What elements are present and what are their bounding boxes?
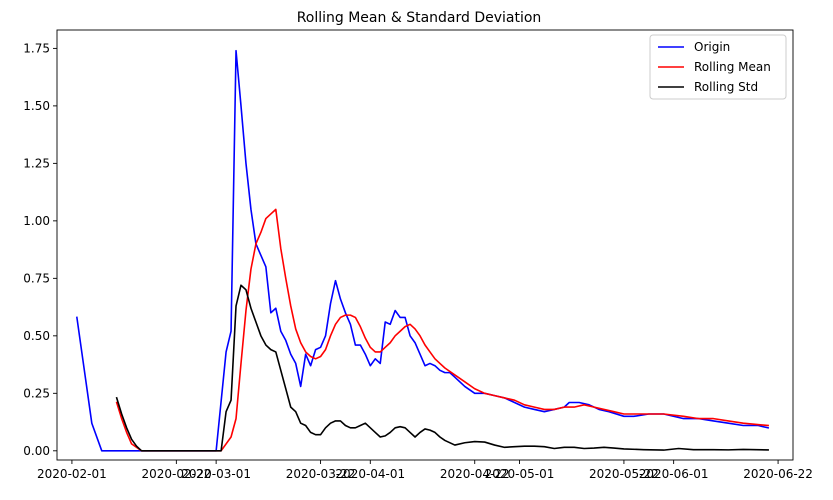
y-tick-label: 1.75	[23, 41, 50, 55]
x-tick-label: 2020-02-01	[37, 467, 107, 481]
x-tick-label: 2020-04-01	[335, 467, 405, 481]
legend-label-origin: Origin	[694, 40, 730, 54]
x-tick-label: 2020-05-22	[589, 467, 659, 481]
x-tick-label: 2020-04-22	[440, 467, 510, 481]
legend-label-rolling-mean: Rolling Mean	[694, 60, 771, 74]
y-tick-label: 1.00	[23, 214, 50, 228]
y-tick-label: 0.75	[23, 271, 50, 285]
y-tick-label: 0.50	[23, 329, 50, 343]
legend-label-rolling-std: Rolling Std	[694, 80, 758, 94]
legend: Origin Rolling Mean Rolling Std	[649, 34, 787, 100]
series-line-rolling-mean	[115, 208, 770, 452]
x-tick-label: 2020-03-01	[181, 467, 251, 481]
series-line-origin	[75, 49, 770, 452]
y-tick-label: 0.25	[23, 386, 50, 400]
chart-title: Rolling Mean & Standard Deviation	[297, 10, 542, 26]
x-tick-label: 2020-06-01	[639, 467, 709, 481]
x-tick-label: 2020-06-22	[743, 467, 813, 481]
plot-frame	[56, 29, 794, 461]
legend-box	[649, 34, 787, 100]
x-tick-label: 2020-02-22	[141, 467, 211, 481]
series-line-rolling-std	[115, 284, 769, 452]
y-tick-label: 1.25	[23, 156, 50, 170]
axes-layer: 0.00 0.25 0.50 0.75 1.00 1.25 1.50 1.75 2020-02-…	[23, 29, 813, 481]
series-layer	[75, 49, 770, 452]
x-tick-label: 2020-05-01	[485, 467, 555, 481]
y-tick-label: 1.50	[23, 99, 50, 113]
y-tick-label: 0.00	[23, 444, 50, 458]
x-tick-label: 2020-03-22	[286, 467, 356, 481]
